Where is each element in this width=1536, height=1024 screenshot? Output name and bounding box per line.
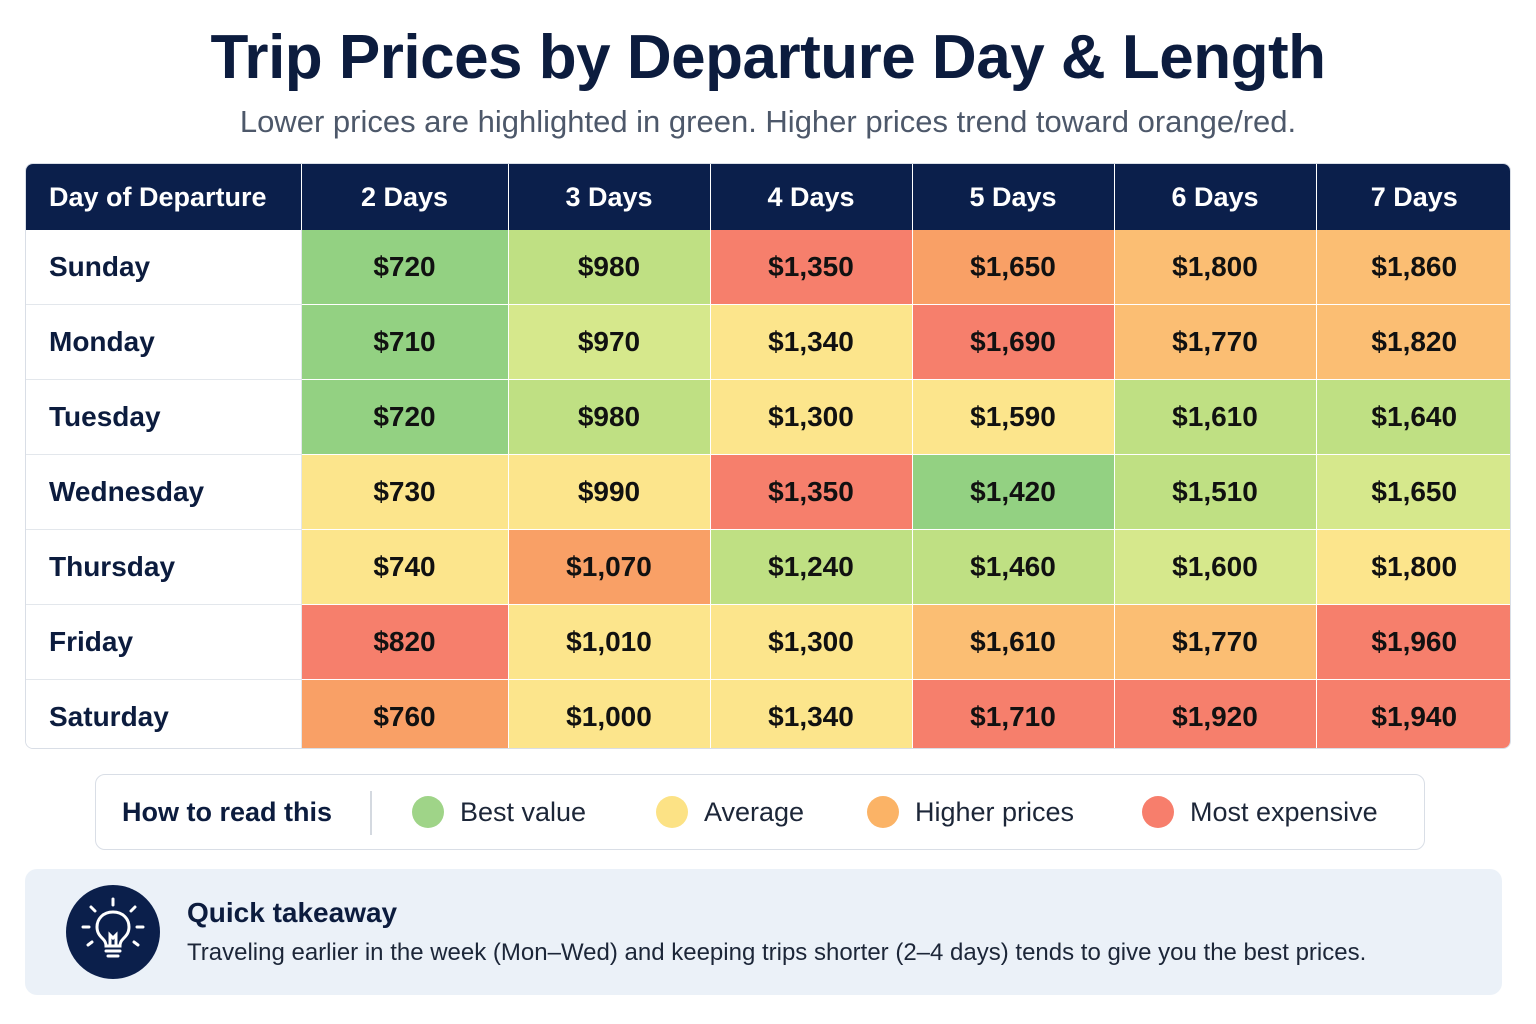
price-cell: $1,800 bbox=[1316, 529, 1510, 605]
price-cell: $1,510 bbox=[1114, 454, 1317, 530]
price-cell: $730 bbox=[301, 454, 509, 530]
price-cell: $1,610 bbox=[1114, 379, 1317, 455]
table-row: Tuesday $720 $980 $1,300 $1,590 $1,610 $1,640 bbox=[26, 379, 1510, 455]
takeaway-text: Traveling earlier in the week (Mon–Wed) … bbox=[187, 939, 1367, 966]
price-cell: $1,300 bbox=[710, 604, 913, 680]
legend-swatch bbox=[1142, 796, 1174, 828]
price-cell: $1,920 bbox=[1114, 679, 1317, 748]
price-cell: $970 bbox=[508, 304, 711, 380]
price-cell: $1,600 bbox=[1114, 529, 1317, 605]
price-cell: $1,010 bbox=[508, 604, 711, 680]
table-row: Thursday $740 $1,070 $1,240 $1,460 $1,600 $1,8… bbox=[26, 529, 1510, 605]
legend-item-most-expensive: Most expensive bbox=[1142, 775, 1378, 849]
row-label: Saturday bbox=[26, 679, 302, 748]
price-cell: $1,770 bbox=[1114, 604, 1317, 680]
price-cell: $1,860 bbox=[1316, 230, 1510, 305]
price-cell: $1,610 bbox=[912, 604, 1115, 680]
column-header: 2 Days bbox=[301, 164, 509, 230]
quick-takeaway-panel: Quick takeaway Traveling earlier in the … bbox=[25, 869, 1502, 995]
price-cell: $1,000 bbox=[508, 679, 711, 748]
price-cell: $980 bbox=[508, 379, 711, 455]
column-header: 3 Days bbox=[508, 164, 711, 230]
legend: How to read this Best value Average High… bbox=[95, 774, 1425, 850]
table-row: Saturday $760 $1,000 $1,340 $1,710 $1,920 $1,9… bbox=[26, 679, 1510, 748]
legend-title: How to read this bbox=[122, 797, 333, 827]
price-cell: $1,460 bbox=[912, 529, 1115, 605]
corner-header: Day of Departure bbox=[26, 164, 302, 230]
header-row: Day of Departure 2 Days 3 Days 4 Days 5 Day… bbox=[26, 164, 1510, 230]
price-cell: $1,640 bbox=[1316, 379, 1510, 455]
takeaway-title: Quick takeaway bbox=[187, 897, 398, 928]
price-cell: $820 bbox=[301, 604, 509, 680]
price-cell: $1,350 bbox=[710, 454, 913, 530]
price-cell: $1,350 bbox=[710, 230, 913, 305]
legend-swatch bbox=[412, 796, 444, 828]
price-cell: $1,940 bbox=[1316, 679, 1510, 748]
legend-label: Most expensive bbox=[1190, 796, 1378, 827]
price-cell: $1,340 bbox=[710, 304, 913, 380]
price-cell: $1,300 bbox=[710, 379, 913, 455]
lightbulb-icon bbox=[66, 885, 160, 979]
table-body: Sunday $720 $980 $1,350 $1,650 $1,800 $1,860 Mo… bbox=[26, 230, 1510, 748]
price-cell: $740 bbox=[301, 529, 509, 605]
row-label: Wednesday bbox=[26, 454, 302, 530]
price-cell: $720 bbox=[301, 230, 509, 305]
price-cell: $1,650 bbox=[912, 230, 1115, 305]
price-cell: $1,800 bbox=[1114, 230, 1317, 305]
table-row: Friday $820 $1,010 $1,300 $1,610 $1,770 $1,960 bbox=[26, 604, 1510, 680]
page-subtitle: Lower prices are highlighted in green. H… bbox=[239, 104, 1297, 139]
price-cell: $1,820 bbox=[1316, 304, 1510, 380]
legend-label: Higher prices bbox=[915, 796, 1075, 827]
price-cell: $1,590 bbox=[912, 379, 1115, 455]
price-cell: $1,340 bbox=[710, 679, 913, 748]
price-table: Day of Departure 2 Days 3 Days 4 Days 5 Day… bbox=[26, 164, 1510, 748]
table-row: Sunday $720 $980 $1,350 $1,650 $1,800 $1,860 bbox=[26, 230, 1510, 305]
price-cell: $1,420 bbox=[912, 454, 1115, 530]
price-cell: $980 bbox=[508, 230, 711, 305]
page-title: Trip Prices by Departure Day & Length bbox=[210, 23, 1326, 92]
legend-swatch bbox=[656, 796, 688, 828]
price-cell: $1,960 bbox=[1316, 604, 1510, 680]
legend-divider bbox=[370, 791, 372, 835]
price-cell: $710 bbox=[301, 304, 509, 380]
price-cell: $1,240 bbox=[710, 529, 913, 605]
column-header: 6 Days bbox=[1114, 164, 1317, 230]
row-label: Monday bbox=[26, 304, 302, 380]
price-cell: $1,070 bbox=[508, 529, 711, 605]
price-cell: $720 bbox=[301, 379, 509, 455]
column-header: 5 Days bbox=[912, 164, 1115, 230]
legend-item-best-value: Best value bbox=[412, 775, 586, 849]
legend-swatch bbox=[867, 796, 899, 828]
table-row: Monday $710 $970 $1,340 $1,690 $1,770 $1,820 bbox=[26, 304, 1510, 380]
legend-item-average: Average bbox=[656, 775, 804, 849]
price-cell: $1,690 bbox=[912, 304, 1115, 380]
table-row: Wednesday $730 $990 $1,350 $1,420 $1,510 $1,65… bbox=[26, 454, 1510, 530]
price-cell: $1,770 bbox=[1114, 304, 1317, 380]
legend-label: Average bbox=[704, 796, 805, 827]
row-label: Sunday bbox=[26, 230, 302, 305]
price-cell: $1,710 bbox=[912, 679, 1115, 748]
price-heatmap: Day of Departure 2 Days 3 Days 4 Days 5 Day… bbox=[25, 163, 1511, 749]
row-label: Tuesday bbox=[26, 379, 302, 455]
column-header: 7 Days bbox=[1316, 164, 1510, 230]
legend-label: Best value bbox=[460, 796, 587, 827]
row-label: Friday bbox=[26, 604, 302, 680]
legend-item-higher-prices: Higher prices bbox=[867, 775, 1074, 849]
price-cell: $990 bbox=[508, 454, 711, 530]
column-header: 4 Days bbox=[710, 164, 913, 230]
price-cell: $760 bbox=[301, 679, 509, 748]
price-cell: $1,650 bbox=[1316, 454, 1510, 530]
row-label: Thursday bbox=[26, 529, 302, 605]
